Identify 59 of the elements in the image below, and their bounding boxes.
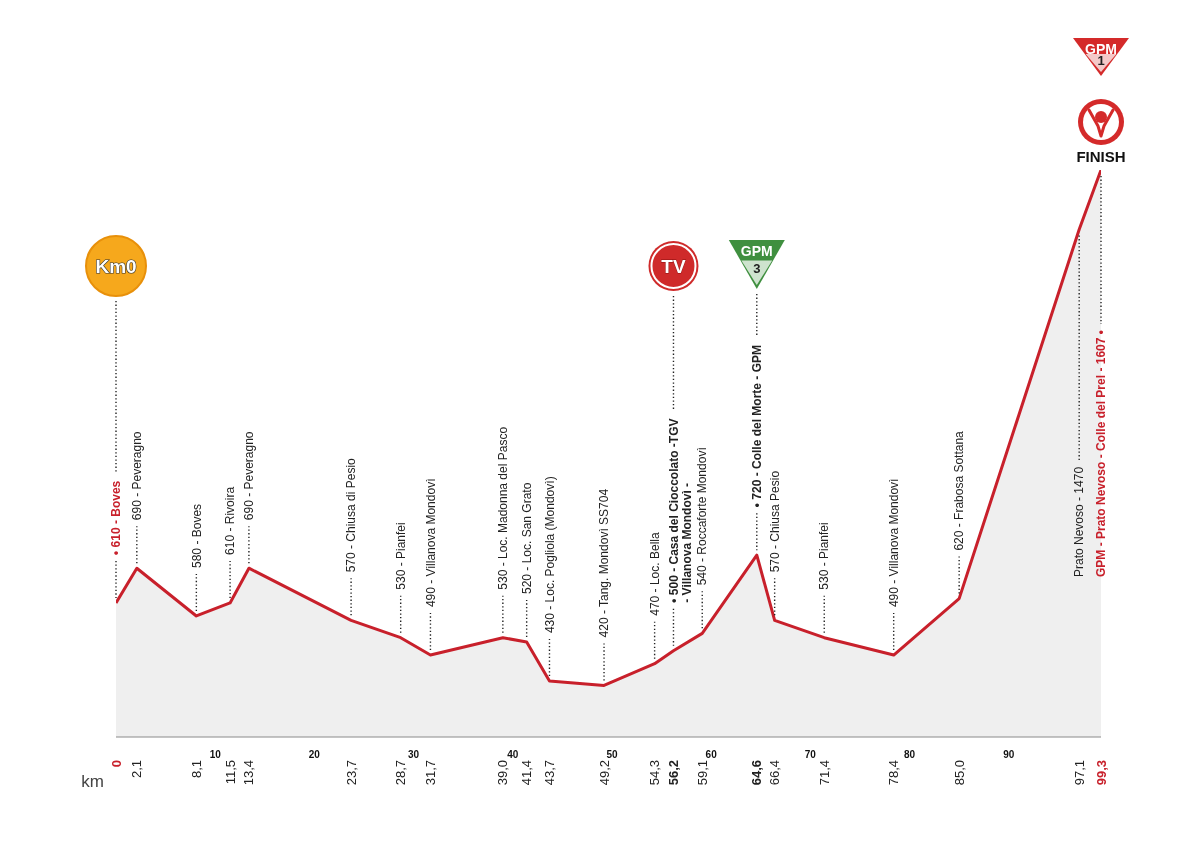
x2-tick-label: 90 (1003, 749, 1015, 761)
x-tick-label: 39,0 (495, 760, 511, 786)
x2-tick-label: 50 (606, 749, 618, 761)
annotation: TV (661, 255, 686, 277)
data-label: 520 - Loc. San Grato (519, 482, 534, 595)
data-label: 470 - Loc. Bella (647, 532, 662, 616)
x-tick-label: 59,1 (694, 760, 710, 786)
x-tick-label: 49,2 (596, 760, 612, 786)
x2-tick-label: 70 (804, 749, 817, 761)
data-label: 530 - Pianfei (393, 522, 408, 590)
x-tick-label: 66,4 (767, 760, 783, 786)
data-label: 420 - Tang. Mondovì SS704 (597, 488, 612, 638)
data-label: 620 - Frabosa Sottana (952, 430, 967, 551)
x-axis-title: km (81, 771, 104, 791)
text: GPM 1 (1085, 40, 1117, 68)
x2-tick-label: 40 (507, 749, 519, 761)
x-tick-label: 2,1 (129, 760, 145, 779)
x2-tick-label: 10 (209, 749, 222, 761)
x-tick-label: 0 (108, 760, 124, 768)
annotation: Km0 (95, 255, 137, 277)
data-label: 430 - Loc. Pogliola (Mondovì) (542, 476, 557, 634)
x2-tick-label: 80 (903, 749, 916, 761)
annotation: GPM 3 (740, 242, 773, 276)
x2-tick-label: 30 (408, 749, 420, 761)
x-tick-label: 99,3 (1093, 760, 1109, 786)
x-tick-label: 41,4 (519, 760, 535, 786)
x-tick-label: 28,7 (393, 760, 409, 786)
annotation: GPM - Prato Nevoso - Colle del Prel - 1607 • (1094, 330, 1109, 577)
data-label: 530 - Loc. Madonna del Pasco (496, 426, 511, 590)
x-tick-label: 78,4 (886, 760, 902, 786)
data-label: • 720 - Colle del Morte - GPM (750, 344, 764, 508)
x-tick-label: 56,2 (666, 760, 682, 786)
data-label: • 500 - Casa del Cioccolato -TGV - Villanova Mondovì - (666, 418, 695, 603)
data-label: 580 - Boves (189, 503, 204, 568)
data-label: 540 - Roccaforte Mondovì (695, 447, 710, 586)
x2-tick-label: 60 (705, 749, 718, 761)
text: FINISH (1076, 148, 1126, 166)
data-label: 570 - Chiusa di Pesio (344, 457, 359, 573)
x-tick-label: 64,6 (749, 760, 765, 786)
data-label: 490 - Villanova Mondovì (423, 478, 438, 608)
x-tick-label: 71,4 (816, 760, 832, 786)
annotation: Prato Nevoso - 1470 (1072, 466, 1087, 577)
x-tick-label: 23,7 (343, 760, 359, 786)
data-label: 690 - Peveragno (242, 431, 257, 521)
x-tick-label: 31,7 (423, 760, 438, 786)
data-label: 610 - Rivoira (223, 486, 238, 555)
data-label: 690 - Peveragno (130, 431, 145, 521)
data-label: 570 - Chiusa Pesio (767, 470, 782, 573)
x2-tick-label: 20 (308, 749, 321, 761)
x-tick-label: 43,7 (542, 760, 558, 786)
x-tick-label: 85,0 (951, 760, 967, 786)
data-label: • 610 - Boves (109, 480, 124, 555)
data-label: 530 - Pianfei (817, 522, 832, 590)
x-tick-label: 11,5 (222, 760, 238, 785)
x-tick-label: 13,4 (241, 760, 257, 786)
x-tick-label: 8,1 (188, 760, 204, 779)
data-label: 490 - Villanova Mondovì (886, 478, 901, 608)
x-tick-label: 54,3 (647, 760, 663, 786)
x-tick-label: 97,1 (1071, 760, 1087, 786)
